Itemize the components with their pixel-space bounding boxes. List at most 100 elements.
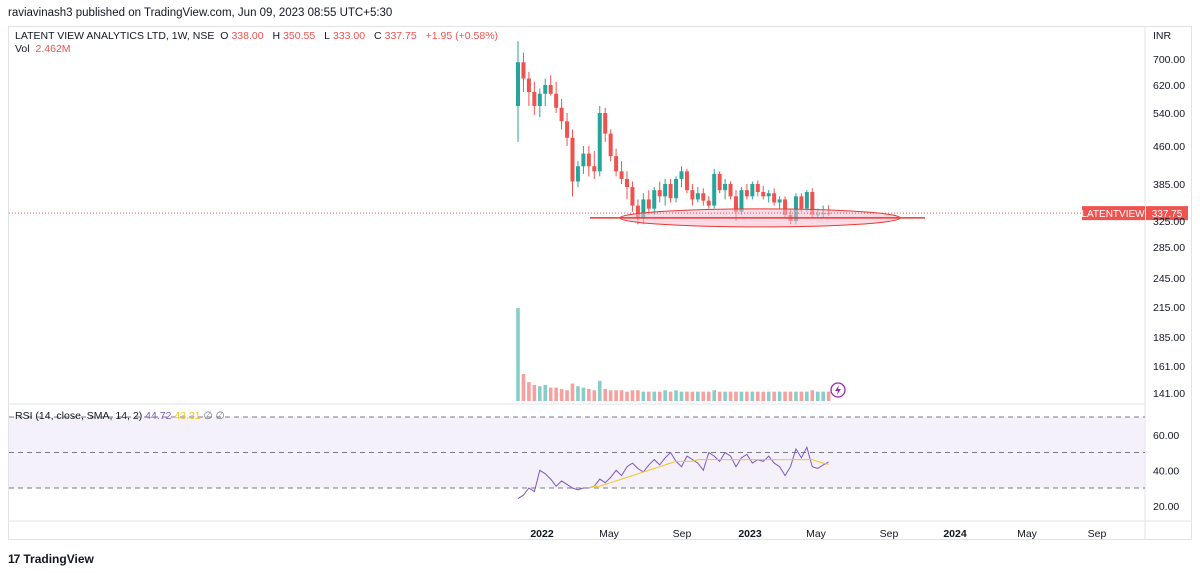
candle-body bbox=[608, 133, 613, 157]
y-tick-label: 285.00 bbox=[1153, 242, 1185, 254]
volume-bar bbox=[799, 391, 804, 401]
volume-bar bbox=[685, 391, 689, 401]
volume-bar bbox=[576, 386, 580, 401]
publisher-line: raviavinash3 published on TradingView.co… bbox=[8, 7, 393, 19]
volume-bar bbox=[745, 391, 749, 401]
rsi-legend: RSI (14, close, SMA, 14, 2) 44.72 43.31 … bbox=[15, 410, 225, 422]
volume-bar bbox=[516, 308, 520, 401]
candle-body bbox=[570, 137, 575, 182]
volume-bar bbox=[810, 390, 815, 401]
volume-bar bbox=[717, 391, 722, 401]
candle-body bbox=[674, 178, 679, 199]
price-tag-value: 337.75 bbox=[1152, 209, 1183, 220]
volume-bar bbox=[608, 390, 613, 401]
volume-bar bbox=[815, 391, 820, 401]
tradingview-logo-icon: 17 bbox=[8, 552, 20, 566]
candle-body bbox=[565, 121, 570, 138]
volume-bar bbox=[597, 380, 602, 401]
x-tick-label: 2024 bbox=[943, 528, 967, 540]
volume-bar bbox=[728, 391, 733, 401]
rsi-sma-line bbox=[588, 459, 829, 489]
candle-body bbox=[559, 107, 564, 122]
chart-frame bbox=[8, 26, 1192, 540]
candle-body bbox=[537, 93, 542, 106]
volume-bar bbox=[821, 391, 825, 401]
price-tag-symbol-bg bbox=[1082, 206, 1145, 221]
volume-bar bbox=[766, 391, 771, 401]
candle-body bbox=[793, 196, 798, 221]
candle-body bbox=[772, 193, 777, 203]
candle-body bbox=[597, 113, 602, 172]
candle-body bbox=[712, 173, 717, 206]
x-tick-label: May bbox=[599, 528, 620, 540]
x-tick-label: 2023 bbox=[738, 528, 762, 540]
y-tick-label: 620.00 bbox=[1153, 80, 1185, 92]
volume-bar bbox=[826, 391, 831, 401]
candle-body bbox=[679, 171, 684, 179]
volume-bar bbox=[739, 391, 744, 401]
volume-bar bbox=[696, 391, 700, 401]
candle-body bbox=[766, 193, 771, 197]
rsi-extra: ∅ ∅ bbox=[203, 410, 225, 422]
candle-body bbox=[641, 199, 646, 218]
y-tick-label: 185.00 bbox=[1153, 332, 1185, 344]
rsi-line bbox=[517, 445, 829, 500]
volume-bar bbox=[706, 391, 711, 401]
y-tick-label: 325.00 bbox=[1153, 216, 1185, 228]
volume-bar bbox=[794, 391, 798, 401]
currency-label: INR bbox=[1153, 30, 1172, 42]
candle-body bbox=[810, 192, 815, 215]
y-tick-label: 540.00 bbox=[1153, 108, 1185, 120]
candle-body bbox=[614, 156, 619, 172]
candle-body bbox=[750, 184, 755, 197]
legend-high: H 350.55 bbox=[272, 30, 316, 42]
candle-body bbox=[603, 113, 608, 134]
volume-bar bbox=[527, 382, 531, 401]
candle-body bbox=[777, 199, 782, 203]
x-tick-label: Sep bbox=[673, 528, 692, 540]
volume-value: 2.462M bbox=[35, 43, 71, 55]
legend-title: LATENT VIEW ANALYTICS LTD, 1W, NSE bbox=[15, 30, 215, 42]
candle-body bbox=[668, 184, 673, 199]
y-tick-label: 700.00 bbox=[1153, 54, 1185, 66]
volume-bar bbox=[587, 388, 591, 401]
rsi-title: RSI (14, close, SMA, 14, 2) bbox=[15, 410, 143, 422]
price-legend: LATENT VIEW ANALYTICS LTD, 1W, NSE O 338.… bbox=[15, 30, 501, 56]
candle-body bbox=[635, 205, 640, 218]
candle-body bbox=[581, 153, 586, 167]
candle-body bbox=[701, 193, 706, 201]
volume-bar bbox=[570, 383, 575, 401]
legend-low: L 333.00 bbox=[324, 30, 366, 42]
volume-bar bbox=[652, 391, 657, 401]
volume-bar bbox=[565, 390, 569, 401]
candle-body bbox=[575, 166, 580, 182]
brand-name: TradingView bbox=[23, 552, 94, 566]
candle-body bbox=[657, 190, 662, 197]
candle-body bbox=[684, 171, 689, 191]
volume-bar bbox=[614, 390, 618, 401]
candle-body bbox=[548, 85, 553, 94]
y-tick-label: 215.00 bbox=[1153, 302, 1185, 314]
price-tag-symbol: LATENTVIEW bbox=[1081, 209, 1145, 220]
volume-bar bbox=[777, 391, 782, 401]
candle-body bbox=[728, 184, 733, 197]
volume-bar bbox=[674, 390, 678, 401]
volume-bar bbox=[783, 391, 787, 401]
candle-body bbox=[619, 171, 624, 179]
volume-bar bbox=[581, 387, 586, 401]
candle-body bbox=[690, 190, 695, 200]
candle-body bbox=[744, 190, 749, 197]
volume-bar bbox=[701, 391, 706, 401]
volume-bar bbox=[554, 387, 558, 401]
volume-bar bbox=[756, 391, 760, 401]
volume-bar bbox=[772, 391, 776, 401]
volume-bar bbox=[788, 391, 793, 401]
candle-body bbox=[652, 190, 657, 209]
y-tick-label: 460.00 bbox=[1153, 141, 1185, 153]
y-tick-label: 141.00 bbox=[1153, 388, 1185, 400]
volume-bar bbox=[679, 391, 684, 401]
candle-body bbox=[799, 196, 804, 209]
legend-close: C 337.75 bbox=[374, 30, 417, 42]
volume-bar bbox=[805, 391, 809, 401]
